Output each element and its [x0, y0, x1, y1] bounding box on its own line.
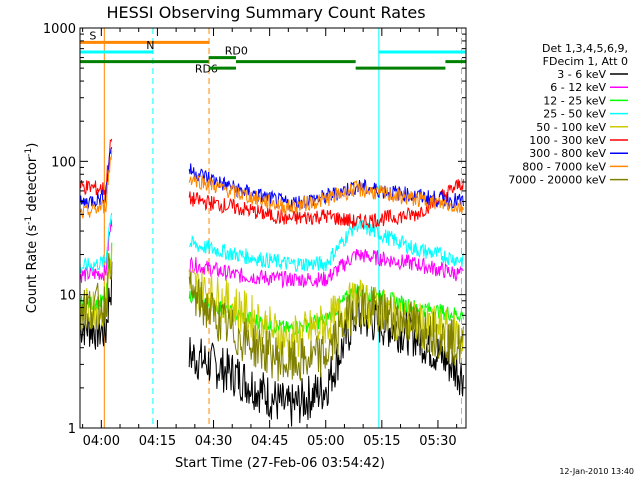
x-tick-label-0: 04:00 — [83, 434, 120, 449]
series-line-3 — [79, 212, 464, 274]
legend-entry-3: 25 - 50 keV — [543, 108, 606, 121]
legend-entry-0: 3 - 6 keV — [557, 68, 606, 81]
x-tick-label-4: 05:00 — [307, 434, 344, 449]
y-tick-label-2: 100 — [51, 155, 76, 170]
x-tick-label-1: 04:15 — [139, 434, 176, 449]
x-tick-label-6: 05:30 — [419, 434, 456, 449]
y-label-mid: detector — [25, 156, 40, 216]
flag-label-1: N — [146, 39, 154, 52]
y-label-sup-2: -1 — [24, 148, 34, 157]
legend-entry-4: 50 - 100 keV — [536, 121, 606, 134]
legend-entry-8: 7000 - 20000 keV — [508, 174, 606, 187]
x-axis-label: Start Time (27-Feb-06 03:54:42) — [175, 456, 385, 471]
x-tick-label-5: 05:15 — [363, 434, 400, 449]
y-label-end: ) — [25, 143, 40, 148]
x-tick-label-3: 04:45 — [251, 434, 288, 449]
series-line-1 — [79, 219, 464, 289]
flag-label-4: RD0 — [225, 45, 248, 58]
flag-label-3: RD6 — [195, 63, 218, 76]
legend: Det 1,3,4,5,6,9,FDecim 1, Att 03 - 6 keV… — [508, 42, 628, 187]
series-line-5 — [79, 138, 464, 231]
legend-header-0: Det 1,3,4,5,6,9, — [542, 42, 628, 55]
x-tick-label-2: 04:30 — [195, 434, 232, 449]
legend-entry-1: 6 - 12 keV — [550, 81, 606, 94]
y-label-sup-1: -1 — [24, 216, 34, 225]
legend-entry-7: 800 - 7000 keV — [522, 160, 606, 173]
y-label-main: Count Rate (s — [25, 225, 40, 314]
axis-ticks: 1 10 100 1000 04:00 04:15 04:30 04:45 05:00 05:15… — [43, 22, 466, 449]
legend-entry-5: 100 - 300 keV — [529, 134, 606, 147]
y-tick-label-1: 10 — [59, 289, 76, 304]
legend-entry-6: 300 - 800 keV — [529, 147, 606, 160]
legend-entry-2: 12 - 25 keV — [543, 94, 606, 107]
chart-title: HESSI Observing Summary Count Rates — [106, 3, 425, 22]
series-line-8 — [79, 252, 464, 382]
y-tick-label-0: 1 — [68, 422, 76, 437]
plot-frame — [79, 27, 467, 429]
plot-area: S N RD6 RD0 — [79, 28, 466, 428]
y-axis-label: Count Rate (s-1 detector-1) — [24, 143, 40, 314]
y-tick-label-3: 1000 — [43, 22, 76, 37]
series-line-0 — [79, 261, 464, 427]
timestamp: 12-Jan-2010 13:40 — [559, 467, 634, 476]
series-line-7 — [79, 150, 464, 219]
legend-header-1: FDecim 1, Att 0 — [543, 55, 628, 68]
flag-label-0: S — [89, 29, 96, 42]
